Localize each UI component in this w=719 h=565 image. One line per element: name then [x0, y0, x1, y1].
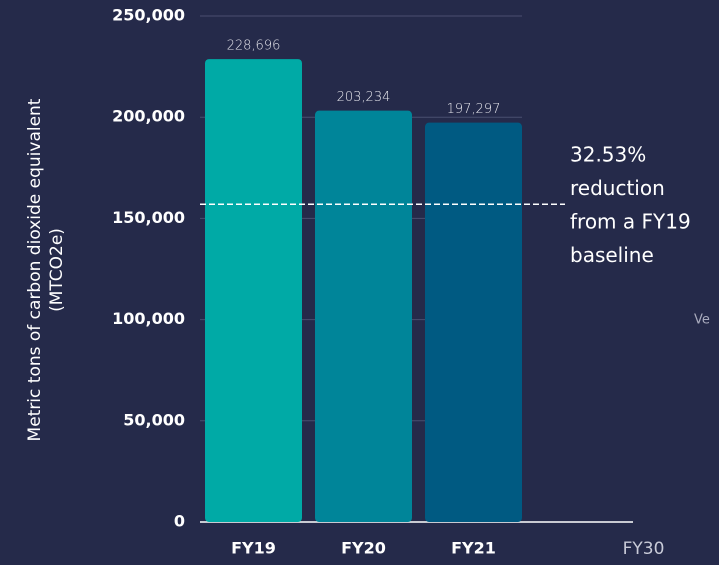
data-label: 228,696: [227, 39, 281, 54]
x-tick-label: FY19: [231, 539, 276, 558]
y-tick-label: 200,000: [112, 107, 185, 126]
x-tick-label: FY30: [623, 539, 665, 559]
data-label: 203,234: [337, 90, 391, 105]
x-tick-label: FY21: [451, 539, 496, 558]
y-tick-label: 0: [174, 512, 185, 531]
x-tick-label: FY20: [341, 539, 386, 558]
bar: [425, 122, 522, 523]
bar: [315, 110, 412, 522]
data-label: 197,297: [447, 102, 501, 117]
y-axis-title-line: Metric tons of carbon dioxide equivalent: [25, 98, 45, 441]
bar: [205, 59, 302, 523]
y-tick-label: 100,000: [112, 309, 185, 328]
y-tick-label: 250,000: [112, 6, 185, 25]
annotation-line: from a FY19: [570, 210, 691, 234]
y-tick-label: 150,000: [112, 208, 185, 227]
annotation-fragment: Ve: [694, 313, 710, 328]
y-tick-label: 50,000: [123, 410, 185, 429]
y-axis-title: Metric tons of carbon dioxide equivalent…: [25, 98, 67, 441]
annotation-line: baseline: [570, 243, 654, 267]
annotation-line: 32.53%: [570, 143, 646, 167]
annotation-line: reduction: [570, 176, 665, 200]
y-axis-title-line: (MTCO2e): [47, 228, 67, 312]
